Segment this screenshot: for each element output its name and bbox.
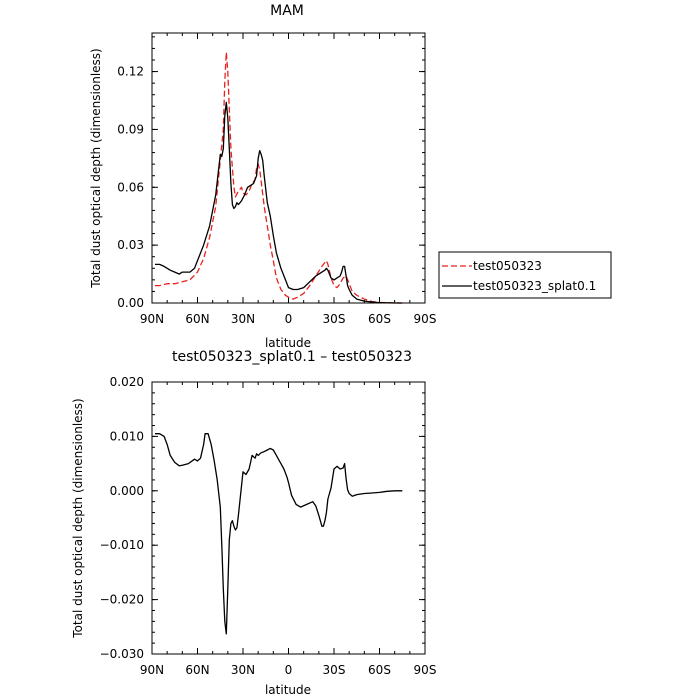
x-tick-label-diff: 30N <box>231 663 255 677</box>
legend: test050323 test050323_splat0.1 <box>438 251 612 299</box>
x-tick-label: 60N <box>185 312 209 326</box>
chart-top: MAM 90N 60N 30N 0 30S 60S 90S 0.00 0.03 0.06 0.09 0… <box>89 3 436 350</box>
y-tick-label-diff: −0.020 <box>100 593 144 607</box>
y-axis-title: Total dust optical depth (dimensionless) <box>89 48 103 288</box>
legend-label-1: test050323 <box>473 259 542 273</box>
x-tick-label: 90N <box>140 312 164 326</box>
x-tick-label: 90S <box>414 312 437 326</box>
y-tick-label: 0.03 <box>117 238 144 252</box>
x-tick-label-diff: 90S <box>414 663 437 677</box>
series-group-diff <box>155 433 403 635</box>
x-tick-label: 30S <box>323 312 346 326</box>
x-axis-title: latitude <box>265 336 311 350</box>
x-tick-label-diff: 60N <box>185 663 209 677</box>
x-tick-label: 60S <box>368 312 391 326</box>
legend-label-2: test050323_splat0.1 <box>473 279 596 293</box>
y-tick-label: 0.06 <box>117 180 144 194</box>
series-line-1-diff <box>155 433 403 635</box>
axis-ticks: 90N 60N 30N 0 30S 60S 90S 0.00 0.03 0.06 0.09 0.12 <box>117 33 436 326</box>
y-tick-label-diff: −0.030 <box>100 647 144 661</box>
y-tick-label-diff: 0.010 <box>110 429 144 443</box>
y-tick-label: 0.12 <box>117 65 144 79</box>
x-tick-label-diff: 0 <box>285 663 293 677</box>
y-tick-label: 0.00 <box>117 296 144 310</box>
x-tick-label: 0 <box>285 312 293 326</box>
y-tick-label-diff: −0.010 <box>100 538 144 552</box>
chart-bottom: test050323_splat0.1 – test050323 90N 60N 3… <box>71 349 436 697</box>
chart-title: MAM <box>270 3 304 19</box>
y-tick-label-diff: 0.000 <box>110 484 144 498</box>
x-tick-label-diff: 60S <box>368 663 391 677</box>
x-axis-title-diff: latitude <box>265 683 311 697</box>
y-tick-label-diff: 0.020 <box>110 375 144 389</box>
chart-title-diff: test050323_splat0.1 – test050323 <box>172 349 412 365</box>
plot-frame <box>151 32 426 304</box>
axis-ticks-diff: 90N 60N 30N 0 30S 60S 90S −0.030 −0.020 −0.010 0.0… <box>100 375 437 677</box>
series-line-1 <box>155 51 403 304</box>
series-line-2 <box>155 101 403 304</box>
series-group <box>155 51 403 304</box>
y-axis-title-diff: Total dust optical depth (dimensionless) <box>71 398 85 638</box>
legend-box <box>438 251 612 299</box>
x-tick-label: 30N <box>231 312 255 326</box>
plot-frame-diff <box>151 381 426 655</box>
x-tick-label-diff: 30S <box>323 663 346 677</box>
y-tick-label: 0.09 <box>117 122 144 136</box>
x-tick-label-diff: 90N <box>140 663 164 677</box>
